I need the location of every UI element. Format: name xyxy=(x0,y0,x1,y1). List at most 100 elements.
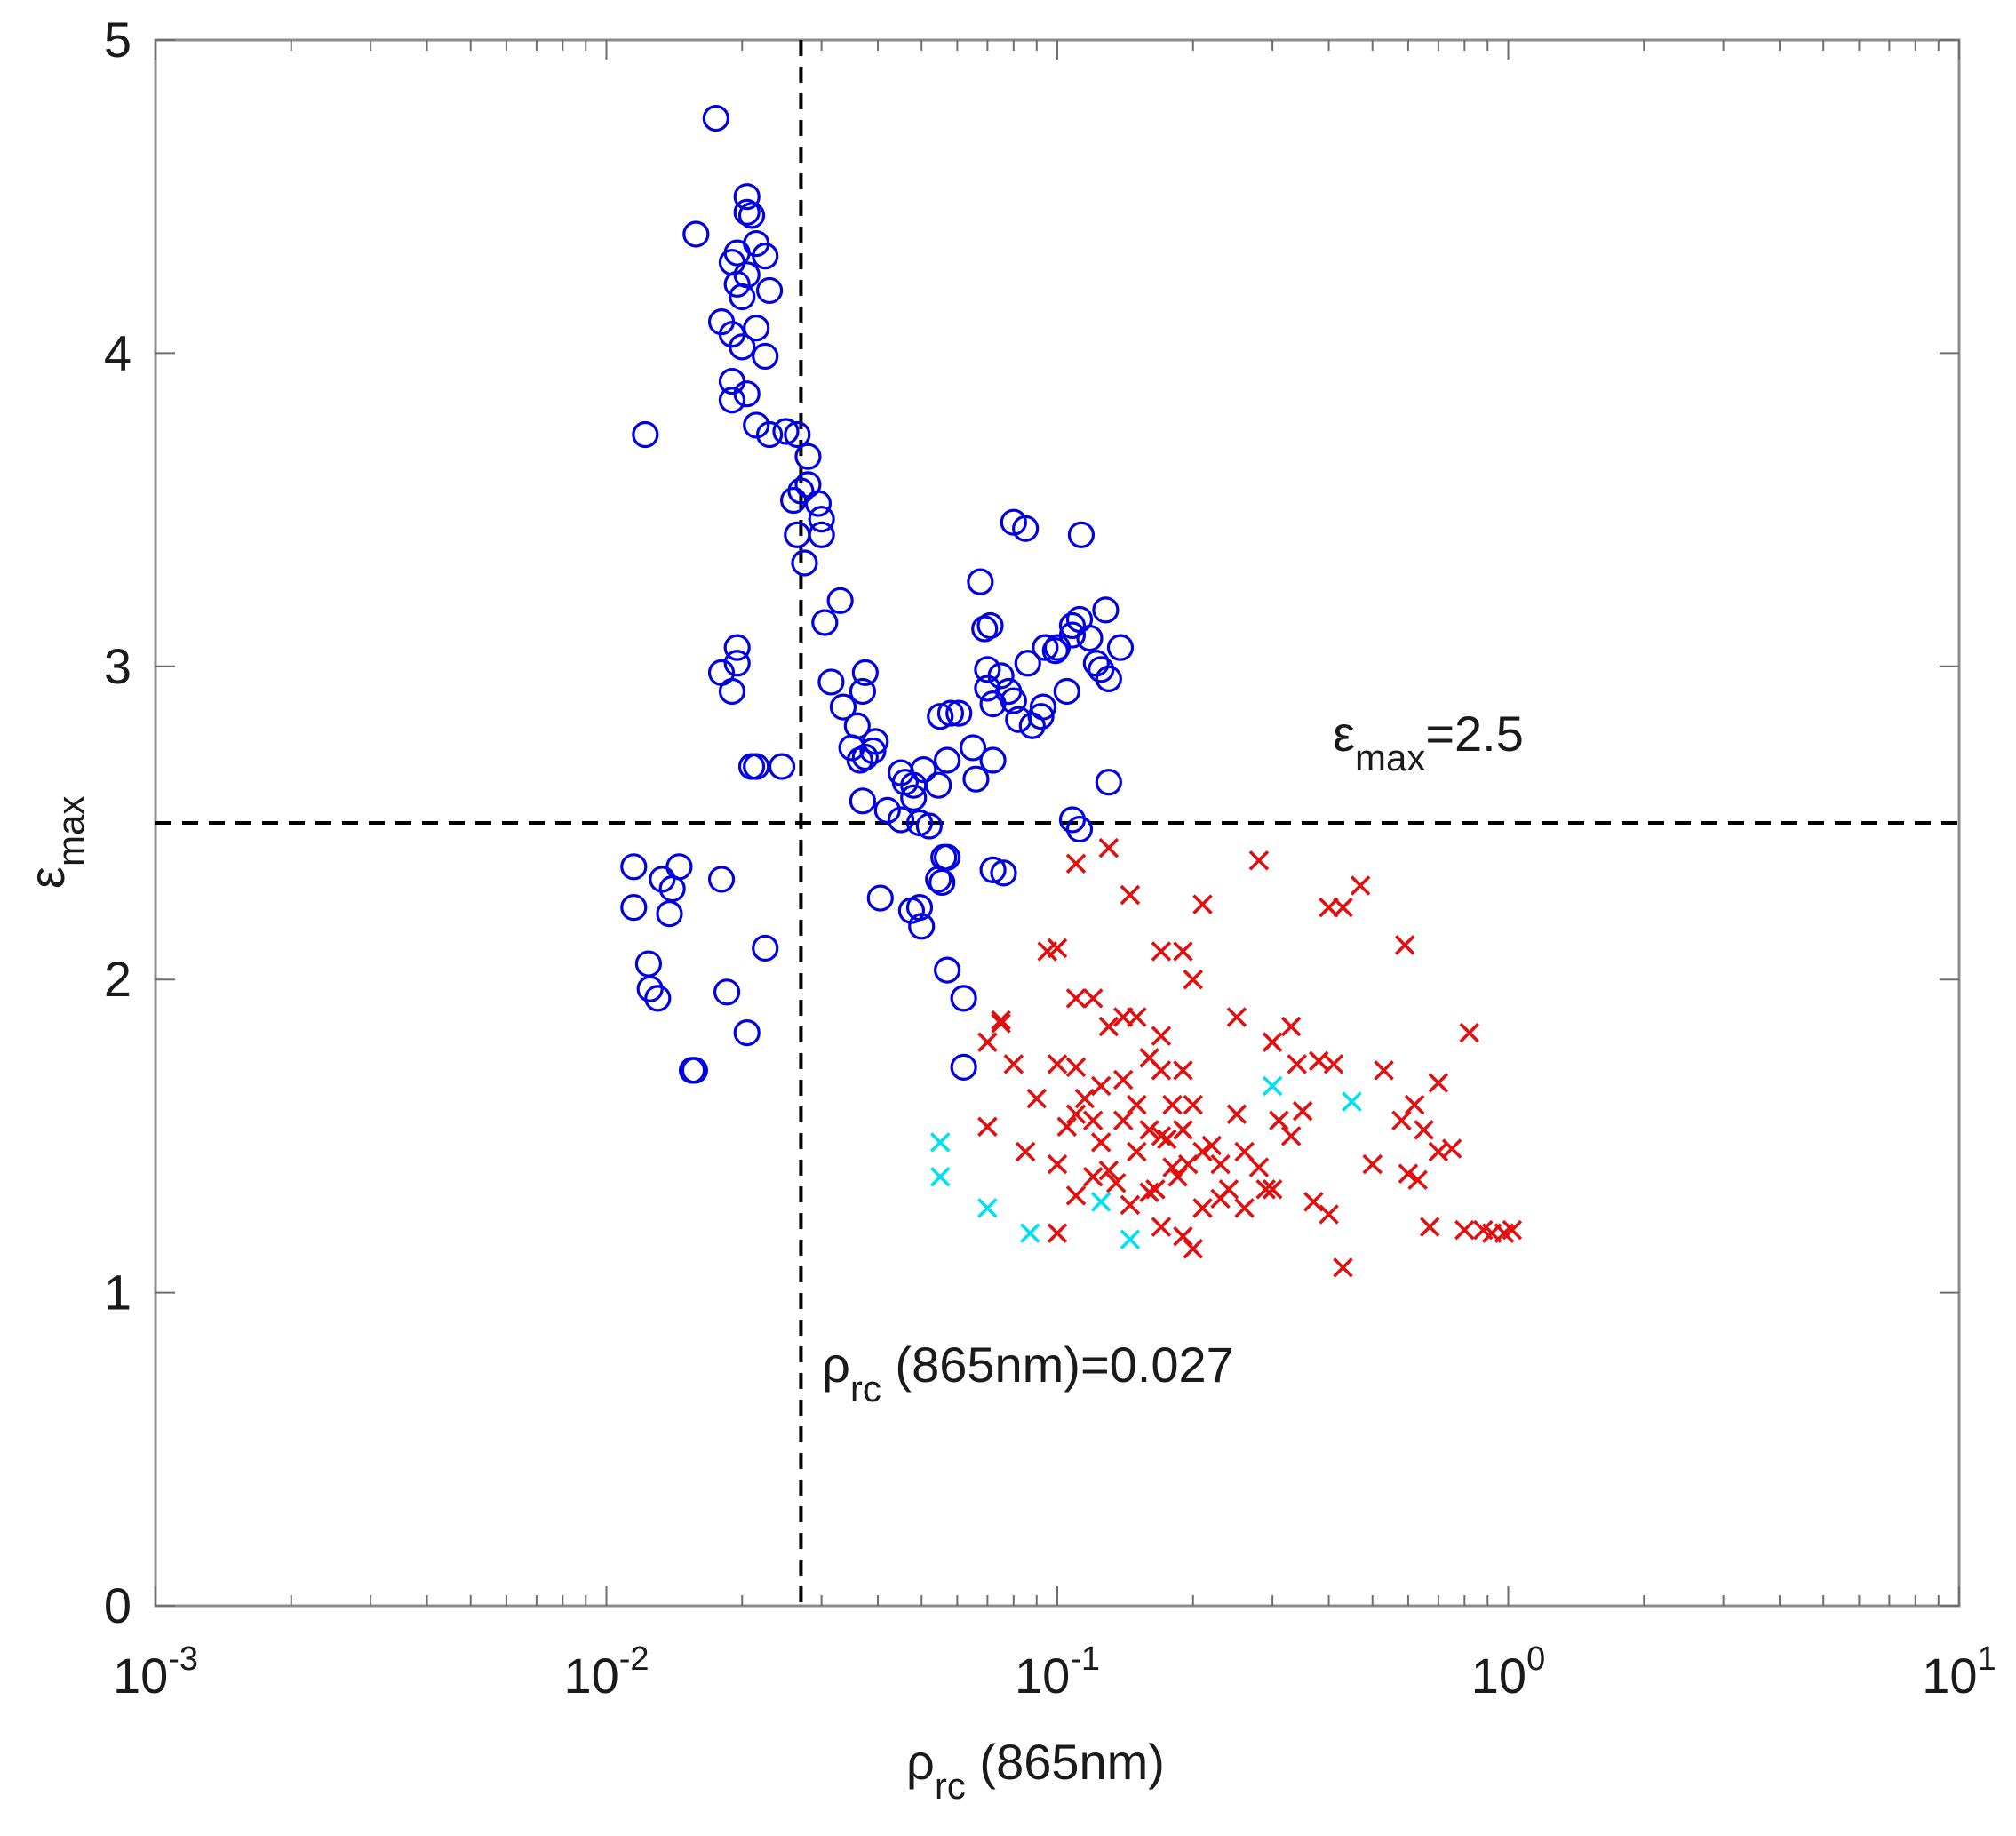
data-point-circle xyxy=(743,315,770,342)
data-point-cross xyxy=(1303,1192,1324,1212)
data-point-circle xyxy=(976,611,1004,640)
data-point-cross xyxy=(977,1116,998,1138)
data-point-cross xyxy=(1350,875,1371,896)
data-point-circle xyxy=(990,859,1017,887)
data-point-circle xyxy=(1088,656,1115,683)
data-point-circle xyxy=(723,270,751,298)
y-axis-label-symbol: ε xyxy=(19,866,75,889)
data-point-circle xyxy=(851,659,879,686)
data-point-cross xyxy=(1162,1157,1183,1177)
data-point-circle xyxy=(846,746,873,774)
data-point-circle xyxy=(908,913,936,940)
data-point-cross xyxy=(1157,1129,1177,1150)
data-point-cross xyxy=(977,1198,998,1218)
data-point-circle xyxy=(900,784,928,811)
x-axis-label-subscript: rc xyxy=(935,1765,966,1807)
data-point-cross xyxy=(1192,894,1213,914)
data-point-cross xyxy=(1173,1120,1193,1140)
data-point-circle xyxy=(702,105,729,132)
data-point-cross xyxy=(1120,1194,1141,1216)
data-point-cross xyxy=(1082,1110,1104,1131)
data-point-cross xyxy=(1407,1169,1428,1191)
threshold-label-rho-suffix: (865nm)=0.027 xyxy=(881,1337,1234,1393)
data-point-circle xyxy=(928,868,956,897)
data-point-cross xyxy=(1441,1138,1462,1159)
data-point-circle xyxy=(1027,703,1055,730)
data-point-cross xyxy=(1319,897,1339,918)
data-point-cross xyxy=(1391,1110,1412,1131)
data-point-cross xyxy=(1139,1182,1159,1203)
data-point-cross xyxy=(1151,1026,1172,1046)
data-point-circle xyxy=(1012,515,1040,542)
data-point-cross xyxy=(1082,988,1104,1009)
data-point-circle xyxy=(910,755,937,784)
data-point-cross xyxy=(977,1032,998,1052)
data-point-circle xyxy=(620,894,648,922)
data-point-cross xyxy=(1280,1126,1302,1146)
x-tick-label: 101 xyxy=(1922,1640,1996,1704)
data-point-cross xyxy=(1162,1094,1183,1115)
data-point-cross xyxy=(1248,850,1270,871)
x-tick-label: 10-3 xyxy=(113,1640,198,1704)
data-point-circle xyxy=(934,956,961,984)
data-point-circle xyxy=(743,753,770,780)
data-point-cross xyxy=(1192,1198,1213,1218)
data-point-cross xyxy=(1280,1016,1302,1037)
data-point-cross xyxy=(1262,1032,1283,1052)
data-point-cross xyxy=(1262,1075,1283,1097)
data-point-circle xyxy=(707,866,736,893)
data-point-cross xyxy=(1362,1153,1383,1175)
data-point-cross xyxy=(1414,1120,1434,1140)
data-point-cross xyxy=(1047,1223,1068,1243)
x-tick-label: 10-2 xyxy=(563,1640,649,1704)
major-ticks xyxy=(155,39,1960,1607)
data-point-cross xyxy=(1454,1219,1475,1241)
y-axis-label: εmax xyxy=(19,796,92,889)
data-point-circle xyxy=(681,1057,709,1084)
data-point-cross xyxy=(1065,853,1087,874)
data-point-circle xyxy=(723,650,751,677)
data-point-cross xyxy=(1177,1153,1199,1175)
x-tick-label-exponent: -3 xyxy=(168,1640,198,1678)
data-point-cross xyxy=(1255,1179,1276,1200)
data-point-circle xyxy=(752,934,779,962)
x-tick-label: 10-1 xyxy=(1015,1640,1100,1704)
x-tick-label-exponent: 0 xyxy=(1526,1640,1545,1678)
data-point-circle xyxy=(974,675,1001,702)
x-axis-label: ρrc (865nm) xyxy=(906,1734,1165,1807)
data-point-circle xyxy=(811,609,839,636)
data-point-circle xyxy=(1076,624,1104,652)
data-point-cross xyxy=(1090,1192,1112,1212)
data-point-circle xyxy=(849,787,876,815)
data-point-circle xyxy=(936,699,965,727)
data-point-circle xyxy=(1053,677,1080,706)
data-point-circle xyxy=(866,884,894,912)
data-point-cross xyxy=(1333,1257,1353,1278)
data-point-cross xyxy=(1262,1179,1283,1200)
data-point-cross xyxy=(1404,1094,1425,1115)
x-tick-label-base: 10 xyxy=(1015,1648,1070,1704)
data-point-cross xyxy=(1210,1188,1231,1209)
x-tick-label-exponent: -1 xyxy=(1070,1640,1100,1678)
data-point-circle xyxy=(905,894,934,922)
data-point-circle xyxy=(752,342,779,371)
threshold-label-emax: εmax=2.5 xyxy=(1333,706,1524,778)
data-point-circle xyxy=(632,420,659,449)
x-tick-label-base: 10 xyxy=(563,1648,618,1704)
y-tick-label: 5 xyxy=(104,12,131,68)
data-point-cross xyxy=(1319,1204,1339,1225)
data-point-circle xyxy=(755,276,784,305)
y-tick-labels: 0 1 2 3 4 5 xyxy=(104,12,131,1633)
data-point-circle xyxy=(752,243,779,270)
data-point-circle xyxy=(644,985,672,1012)
data-point-cross xyxy=(1269,1110,1289,1131)
data-point-cross xyxy=(1226,1007,1247,1027)
x-tick-labels: 10-3 10-2 10-1 100 101 xyxy=(113,1640,1996,1704)
data-point-cross xyxy=(1394,935,1415,955)
x-tick-label: 100 xyxy=(1471,1640,1545,1704)
data-point-circle xyxy=(1014,650,1041,677)
x-tick-label-base: 10 xyxy=(113,1648,168,1704)
data-point-cross xyxy=(1234,1141,1255,1162)
data-point-cross xyxy=(1003,1054,1024,1074)
data-point-circle xyxy=(723,634,751,661)
